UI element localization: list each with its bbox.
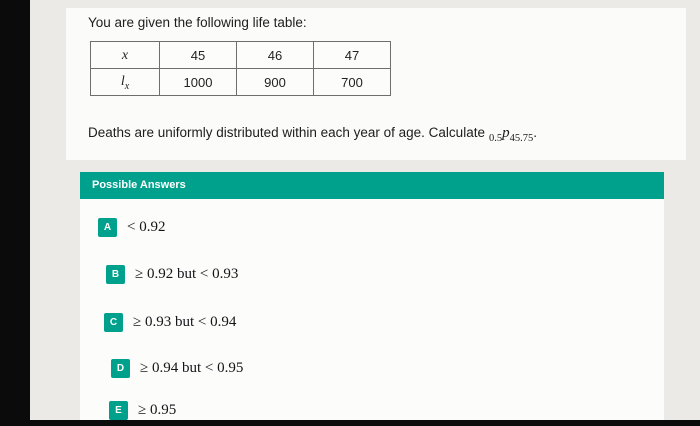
- option-letter-badge[interactable]: C: [104, 313, 123, 332]
- probability-notation: 0.5p45.75: [488, 125, 534, 144]
- option-letter-badge[interactable]: A: [98, 218, 117, 237]
- table-row-label-lx: lx: [120, 73, 130, 92]
- table-cell: 46: [236, 41, 314, 69]
- question-panel: You are given the following life table: …: [66, 8, 686, 160]
- option-text: ≥ 0.94 but < 0.95: [140, 360, 244, 376]
- statement-period: .: [533, 125, 537, 140]
- option-letter-badge[interactable]: B: [106, 265, 125, 284]
- life-table-row-x: x 45 46 47: [90, 41, 391, 69]
- life-table: x 45 46 47 lx 1000 900 700: [90, 41, 391, 96]
- table-cell: 45: [159, 41, 237, 69]
- option-text: < 0.92: [127, 219, 166, 235]
- table-row-label-x: x: [121, 47, 129, 63]
- option-letter-badge[interactable]: D: [111, 359, 130, 378]
- answer-option-d[interactable]: D ≥ 0.94 but < 0.95: [111, 359, 243, 378]
- question-intro-text: You are given the following life table:: [88, 15, 307, 30]
- answer-option-b[interactable]: B ≥ 0.92 but < 0.93: [106, 265, 238, 284]
- option-letter-badge[interactable]: E: [109, 401, 128, 420]
- table-cell: x: [90, 41, 160, 69]
- statement-text: Deaths are uniformly distributed within …: [88, 125, 485, 140]
- answer-option-e[interactable]: E ≥ 0.95: [109, 401, 176, 420]
- table-cell: 1000: [159, 68, 237, 96]
- table-cell: lx: [90, 68, 160, 96]
- answer-option-c[interactable]: C ≥ 0.93 but < 0.94: [104, 313, 236, 332]
- probability-presubscript: 0.5: [488, 133, 503, 144]
- life-table-row-lx: lx 1000 900 700: [90, 68, 391, 96]
- option-text: ≥ 0.93 but < 0.94: [133, 314, 237, 330]
- probability-subscript: 45.75: [509, 133, 534, 144]
- table-cell: 900: [236, 68, 314, 96]
- table-cell: 700: [313, 68, 391, 96]
- possible-answers-header: Possible Answers: [80, 172, 664, 199]
- table-cell: 47: [313, 41, 391, 69]
- answers-panel: A < 0.92 B ≥ 0.92 but < 0.93 C ≥ 0.93 bu…: [80, 199, 664, 420]
- question-statement: Deaths are uniformly distributed within …: [88, 125, 537, 144]
- probability-base: p: [502, 125, 510, 141]
- option-text: ≥ 0.95: [138, 402, 177, 418]
- option-text: ≥ 0.92 but < 0.93: [135, 266, 239, 282]
- answer-option-a[interactable]: A < 0.92: [98, 218, 165, 237]
- screen-background: You are given the following life table: …: [30, 0, 700, 420]
